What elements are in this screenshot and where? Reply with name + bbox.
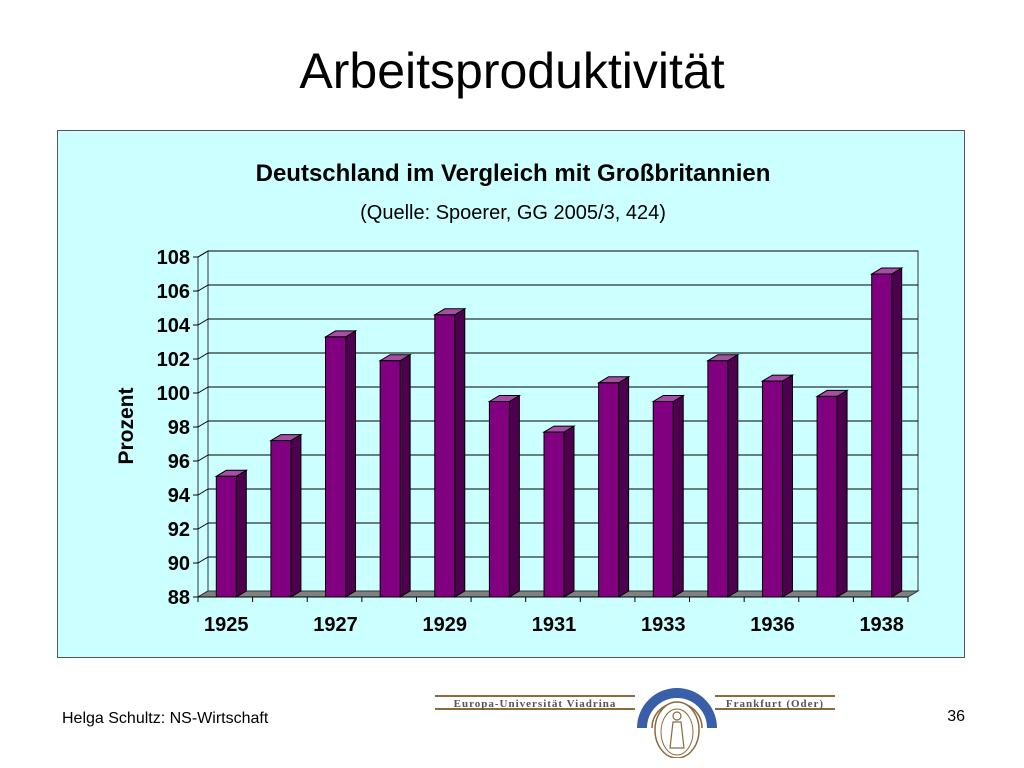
gridline-side [197, 386, 209, 394]
gridline-side [197, 284, 209, 292]
y-tick-label: 100 [157, 383, 190, 405]
chart-panel: Deutschland im Vergleich mit Großbritann… [57, 130, 965, 658]
bar [707, 360, 729, 598]
bar [434, 314, 456, 598]
y-tick-label: 104 [157, 315, 191, 337]
gridline-side [197, 454, 209, 462]
gridline-side [197, 556, 209, 564]
bar-side [399, 353, 411, 598]
logo-left-text: Europa-Universität Viadrina [454, 698, 617, 710]
bar-side [563, 425, 575, 598]
y-axis-label: Prozent [115, 387, 138, 464]
logo-right-text: Frankfurt (Oder) [726, 698, 824, 710]
bar [816, 395, 838, 598]
bar-side [618, 375, 630, 598]
bar-side [508, 394, 520, 598]
gridline-side [197, 250, 209, 258]
bar [598, 382, 620, 598]
bar [270, 440, 292, 598]
chart-title: Deutschland im Vergleich mit Großbritann… [256, 160, 771, 187]
university-logo: Europa-Universität Viadrina Frankfurt (O… [435, 688, 835, 758]
gridline-side [197, 318, 209, 326]
bar-side [454, 307, 466, 598]
bar [325, 336, 347, 598]
x-tick-label: 1929 [423, 614, 468, 636]
bar [215, 475, 237, 598]
bar-side [235, 469, 247, 598]
bar-side [781, 374, 793, 598]
x-tick-label: 1933 [641, 614, 686, 636]
gridline-side [197, 522, 209, 530]
page-number: 36 [947, 708, 965, 725]
x-tick-label: 1931 [532, 614, 577, 636]
bar-side [290, 433, 302, 598]
bar [871, 273, 893, 598]
bar [543, 431, 565, 598]
x-tick-label: 1925 [204, 614, 249, 636]
chart-subtitle: (Quelle: Spoerer, GG 2005/3, 424) [360, 202, 666, 224]
bar [379, 360, 401, 598]
university-seal-icon [637, 688, 717, 758]
footer-author: Helga Schultz: NS-Wirtschaft [62, 710, 269, 727]
bar-chart: Deutschland im Vergleich mit Großbritann… [115, 160, 920, 636]
y-tick-label: 90 [168, 553, 190, 575]
x-tick-label: 1936 [750, 614, 795, 636]
gridline-side [197, 488, 209, 496]
gridline-side [197, 420, 209, 428]
slide-title: Arbeitsproduktivität [299, 43, 725, 99]
y-tick-label: 94 [168, 485, 191, 507]
gridline-side [197, 352, 209, 360]
y-tick-label: 96 [168, 451, 190, 473]
bar-side [727, 353, 739, 598]
y-tick-label: 92 [168, 519, 190, 541]
bar [488, 401, 510, 598]
x-tick-label: 1927 [313, 614, 358, 636]
bar-side [672, 394, 684, 598]
plot-area: 88 90 92 94 96 98 100 102 104 106 108 1925 1927 1929 1… [157, 247, 920, 636]
y-tick-label: 98 [168, 417, 190, 439]
y-tick-label: 106 [157, 281, 190, 303]
x-tick-label: 1938 [859, 614, 904, 636]
bar-side [836, 389, 848, 598]
y-tick-label: 102 [157, 349, 190, 371]
y-tick-label: 88 [168, 587, 190, 609]
bar-side [345, 330, 357, 598]
bar-side [891, 267, 903, 598]
y-tick-label: 108 [157, 247, 190, 269]
bar [761, 380, 783, 598]
bar [652, 401, 674, 598]
